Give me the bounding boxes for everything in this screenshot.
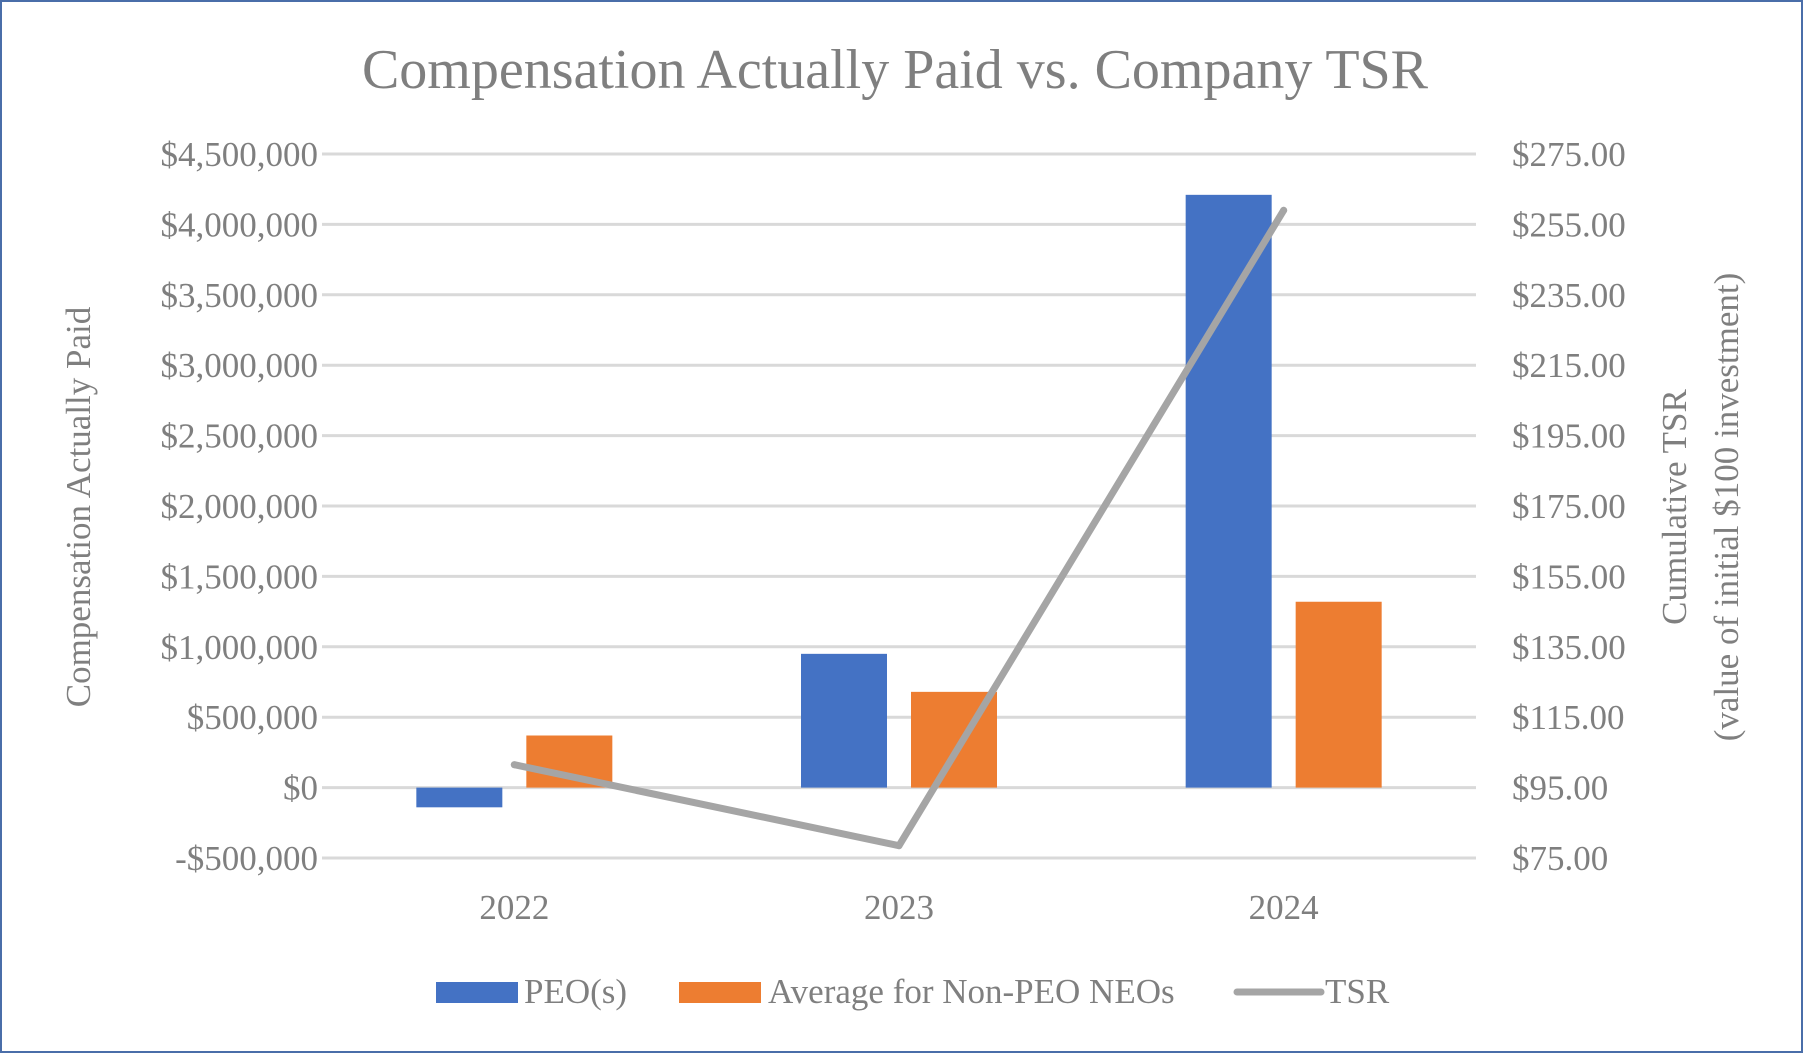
- legend-label-peo: PEO(s): [524, 972, 627, 1011]
- right-tick-label: $195.00: [1512, 417, 1626, 456]
- left-axis-title: Compensation Actually Paid: [59, 306, 98, 707]
- right-axis-ticks: $75.00 $95.00 $115.00 $135.00 $155.00 $175.00…: [1512, 135, 1626, 878]
- x-tick-label: 2022: [479, 888, 549, 927]
- x-tick-label: 2023: [864, 888, 934, 927]
- left-tick-label: $500,000: [187, 698, 318, 737]
- legend-swatch-peo: [436, 982, 518, 1003]
- right-tick-label: $95.00: [1512, 769, 1608, 808]
- left-tick-label: $1,500,000: [161, 557, 319, 596]
- left-tick-label: $4,000,000: [161, 205, 319, 244]
- right-tick-label: $215.00: [1512, 346, 1626, 385]
- bar-peo: [801, 653, 887, 788]
- legend: PEO(s) Average for Non-PEO NEOs TSR: [436, 972, 1390, 1011]
- tsr-point: [895, 842, 903, 850]
- left-tick-label: $2,000,000: [161, 487, 319, 526]
- bar-non-peo: [1295, 601, 1382, 788]
- tsr-line: [510, 206, 1288, 850]
- left-tick-label: $4,500,000: [161, 135, 319, 174]
- bar-peo: [1185, 194, 1272, 788]
- bars: [416, 194, 1382, 808]
- gridlines: [322, 152, 1476, 860]
- right-tick-label: $235.00: [1512, 276, 1626, 315]
- left-tick-label: $2,500,000: [161, 417, 319, 456]
- right-tick-label: $255.00: [1512, 205, 1626, 244]
- right-axis-title-line1: Cumulative TSR: [1655, 389, 1694, 625]
- right-tick-label: $155.00: [1512, 557, 1626, 596]
- x-tick-label: 2024: [1249, 888, 1319, 927]
- left-tick-label: $0: [283, 769, 318, 808]
- left-tick-label: $3,000,000: [161, 346, 319, 385]
- x-axis-ticks: 2022 2023 2024: [479, 888, 1318, 927]
- tsr-point: [510, 761, 518, 769]
- left-tick-label: -$500,000: [175, 839, 318, 878]
- right-tick-label: $275.00: [1512, 135, 1626, 174]
- right-tick-label: $135.00: [1512, 628, 1626, 667]
- left-tick-label: $1,000,000: [161, 628, 319, 667]
- legend-label-tsr: TSR: [1325, 972, 1390, 1011]
- right-tick-label: $75.00: [1512, 839, 1608, 878]
- legend-label-non-peo: Average for Non-PEO NEOs: [768, 972, 1175, 1011]
- right-tick-label: $175.00: [1512, 487, 1626, 526]
- left-tick-label: $3,500,000: [161, 276, 319, 315]
- tsr-line-layer: [510, 206, 1288, 850]
- left-axis-ticks: -$500,000 $0 $500,000 $1,000,000 $1,500,000 $…: [161, 135, 319, 878]
- chart-title: Compensation Actually Paid vs. Company T…: [362, 39, 1429, 101]
- tsr-point: [1280, 206, 1288, 214]
- right-tick-label: $115.00: [1512, 698, 1624, 737]
- right-axis-title-line2: (value of initial $100 investment): [1707, 273, 1746, 742]
- legend-swatch-non-peo: [679, 982, 761, 1003]
- bar-peo: [416, 787, 503, 808]
